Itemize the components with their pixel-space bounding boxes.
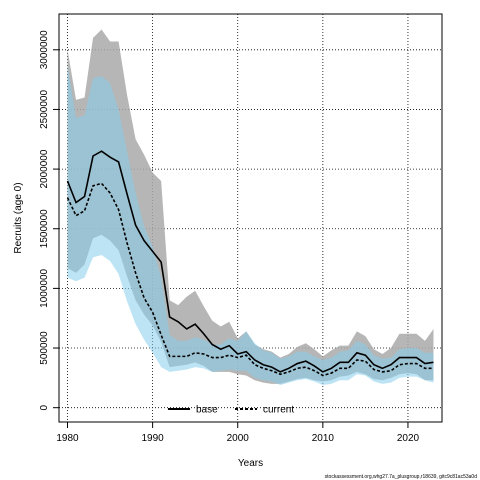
line-base bbox=[66, 150, 434, 373]
legend-current-label: current bbox=[263, 405, 294, 416]
y-tick-label: 0 bbox=[39, 404, 50, 410]
band-current bbox=[67, 65, 434, 386]
x-tick-label: 2010 bbox=[312, 433, 335, 444]
y-tick-label: 500000 bbox=[39, 331, 50, 365]
series-lines bbox=[66, 150, 434, 377]
y-tick-label: 2000000 bbox=[39, 149, 50, 188]
line-current bbox=[66, 182, 434, 377]
legend: base current bbox=[168, 405, 294, 416]
y-tick-label: 3000000 bbox=[39, 30, 50, 69]
x-tick-label: 1980 bbox=[56, 433, 79, 444]
confidence-bands bbox=[67, 29, 434, 386]
x-axis-title: Years bbox=[238, 458, 263, 469]
plot-frame bbox=[58, 13, 443, 423]
x-tick-label: 1990 bbox=[141, 433, 164, 444]
y-tick-label: 1000000 bbox=[39, 268, 50, 307]
y-tick-label: 2500000 bbox=[39, 90, 50, 129]
legend-base-label: base bbox=[196, 405, 218, 416]
y-tick-label: 1500000 bbox=[39, 209, 50, 248]
x-tick-label: 2000 bbox=[227, 433, 250, 444]
footer-text: stockassessment.org,whg27.7a_plusgroup,r… bbox=[325, 474, 478, 480]
y-axis: 0 500000 1000000 1500000 2000000 2500000 30000… bbox=[39, 30, 59, 410]
x-tick-label: 2020 bbox=[397, 433, 420, 444]
y-axis-title: Recruits (age 0) bbox=[13, 182, 24, 253]
x-axis: 1980 1990 2000 2010 2020 bbox=[56, 422, 420, 444]
